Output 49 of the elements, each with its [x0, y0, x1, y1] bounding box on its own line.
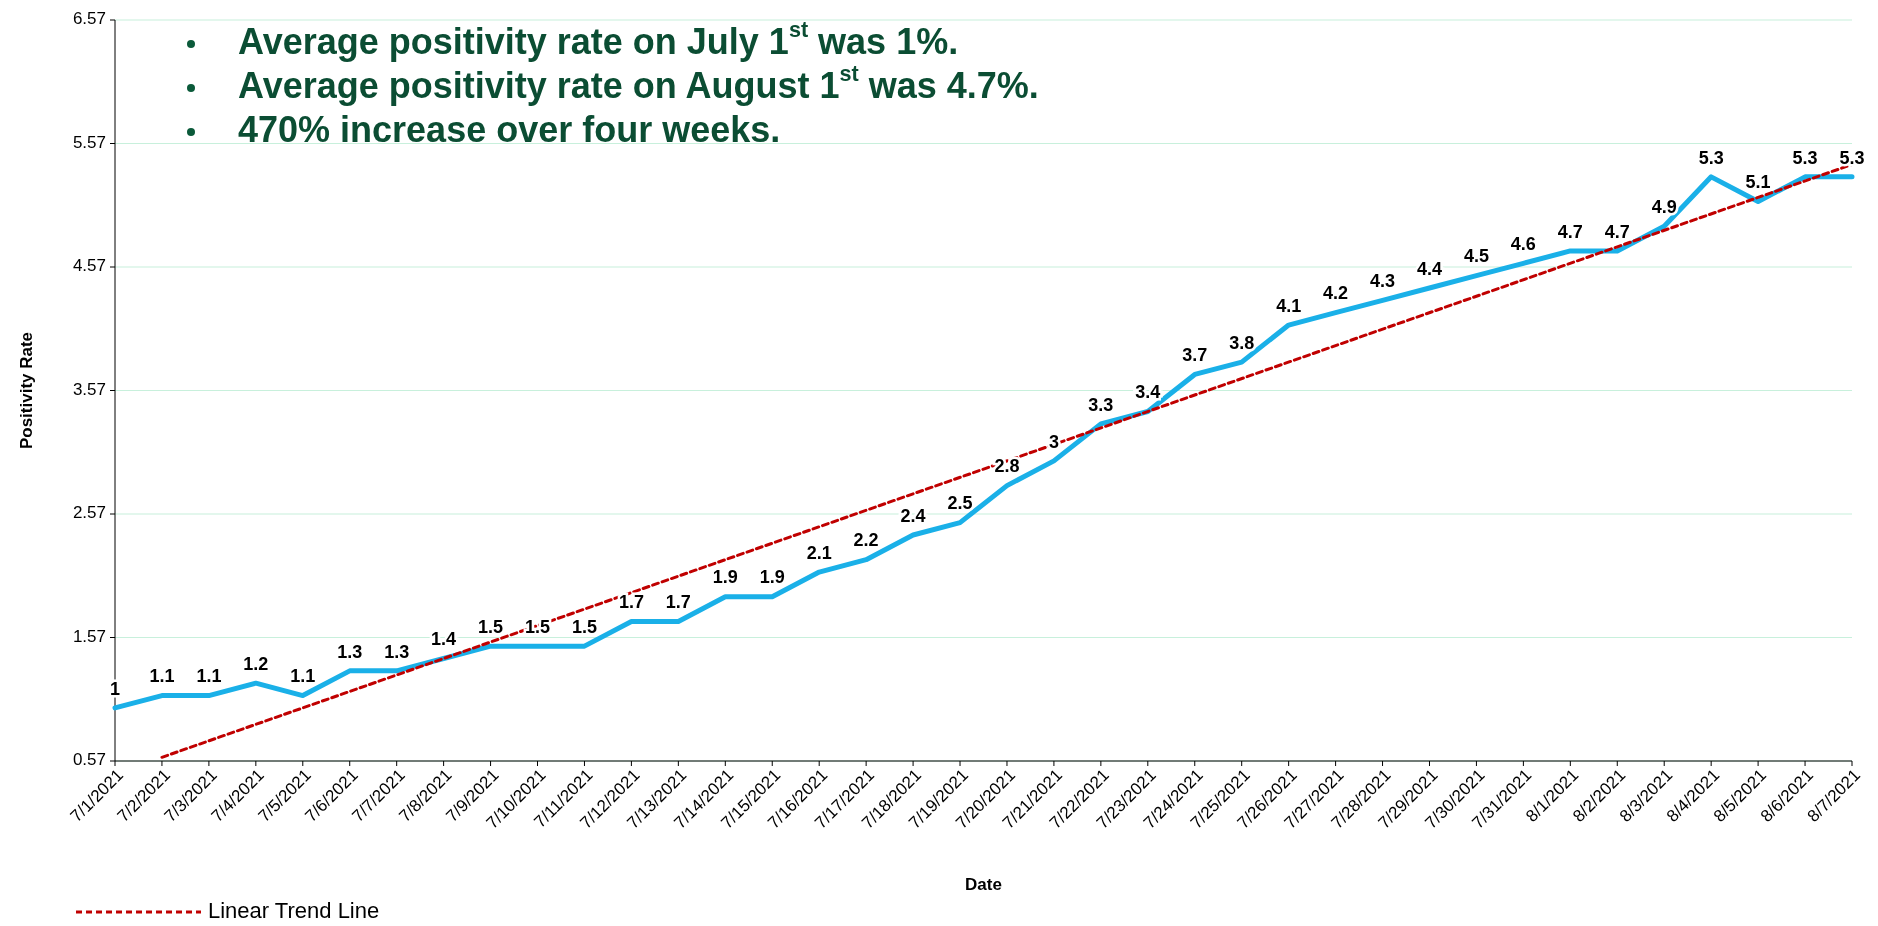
data-label: 3.4: [1135, 382, 1161, 403]
data-label: 1.2: [243, 653, 269, 674]
data-label: 5.3: [1698, 147, 1724, 168]
data-label: 2.1: [806, 542, 832, 563]
data-label: 1.5: [478, 616, 504, 637]
data-label: 1.1: [290, 666, 316, 687]
data-label: 1.7: [665, 592, 691, 613]
data-label: 5.3: [1792, 147, 1818, 168]
data-label: 1.9: [712, 567, 738, 588]
data-label: 2.4: [900, 505, 926, 526]
data-label: 1.7: [618, 592, 644, 613]
data-label: 5.3: [1839, 147, 1865, 168]
data-label: 2.8: [994, 456, 1020, 477]
data-label: 3.7: [1182, 345, 1208, 366]
data-label: 4.1: [1276, 295, 1302, 316]
data-label: 2.5: [947, 493, 973, 514]
data-label: 1.3: [337, 641, 363, 662]
data-label: 4.4: [1416, 258, 1442, 279]
data-label: 1.4: [431, 629, 457, 650]
data-label: 4.6: [1510, 234, 1536, 255]
data-label: 4.2: [1323, 283, 1349, 304]
data-label: 1.9: [759, 567, 785, 588]
y-axis-title: Positivity Rate: [17, 331, 36, 450]
y-tick-label: 4.57: [72, 256, 106, 276]
data-label: 4.9: [1651, 196, 1677, 217]
data-label: 3.3: [1088, 394, 1114, 415]
data-label: 2.2: [853, 530, 879, 551]
y-tick-label: 3.57: [72, 379, 106, 399]
y-tick-label: 6.57: [72, 9, 106, 29]
y-tick-label: 0.57: [72, 750, 106, 770]
data-label: 1.5: [571, 616, 597, 637]
data-label: 5.1: [1745, 172, 1771, 193]
data-label: 1.1: [149, 666, 175, 687]
text: Linear Trend Line: [208, 897, 380, 923]
data-label: 1.1: [196, 666, 222, 687]
data-label: 1: [109, 678, 121, 699]
y-tick-label: 2.57: [72, 503, 106, 523]
data-label: 4.3: [1370, 271, 1396, 292]
x-axis-title: Date: [965, 875, 1002, 894]
data-label: 4.7: [1557, 221, 1583, 242]
data-label: 1.3: [384, 641, 410, 662]
annotation: 470% increase over four weeks.: [238, 108, 781, 150]
y-tick-label: 1.57: [72, 626, 106, 646]
y-tick-label: 5.57: [72, 132, 106, 152]
annotation: Average positivity rate on August 1$^{st}$ was 4.7%.: [238, 61, 1039, 106]
data-label: 4.5: [1463, 246, 1489, 267]
annotation: Average positivity rate on July 1$^{st}$ was 1%.: [238, 17, 959, 62]
data-label: 4.7: [1604, 221, 1630, 242]
data-label: 3.8: [1229, 332, 1255, 353]
